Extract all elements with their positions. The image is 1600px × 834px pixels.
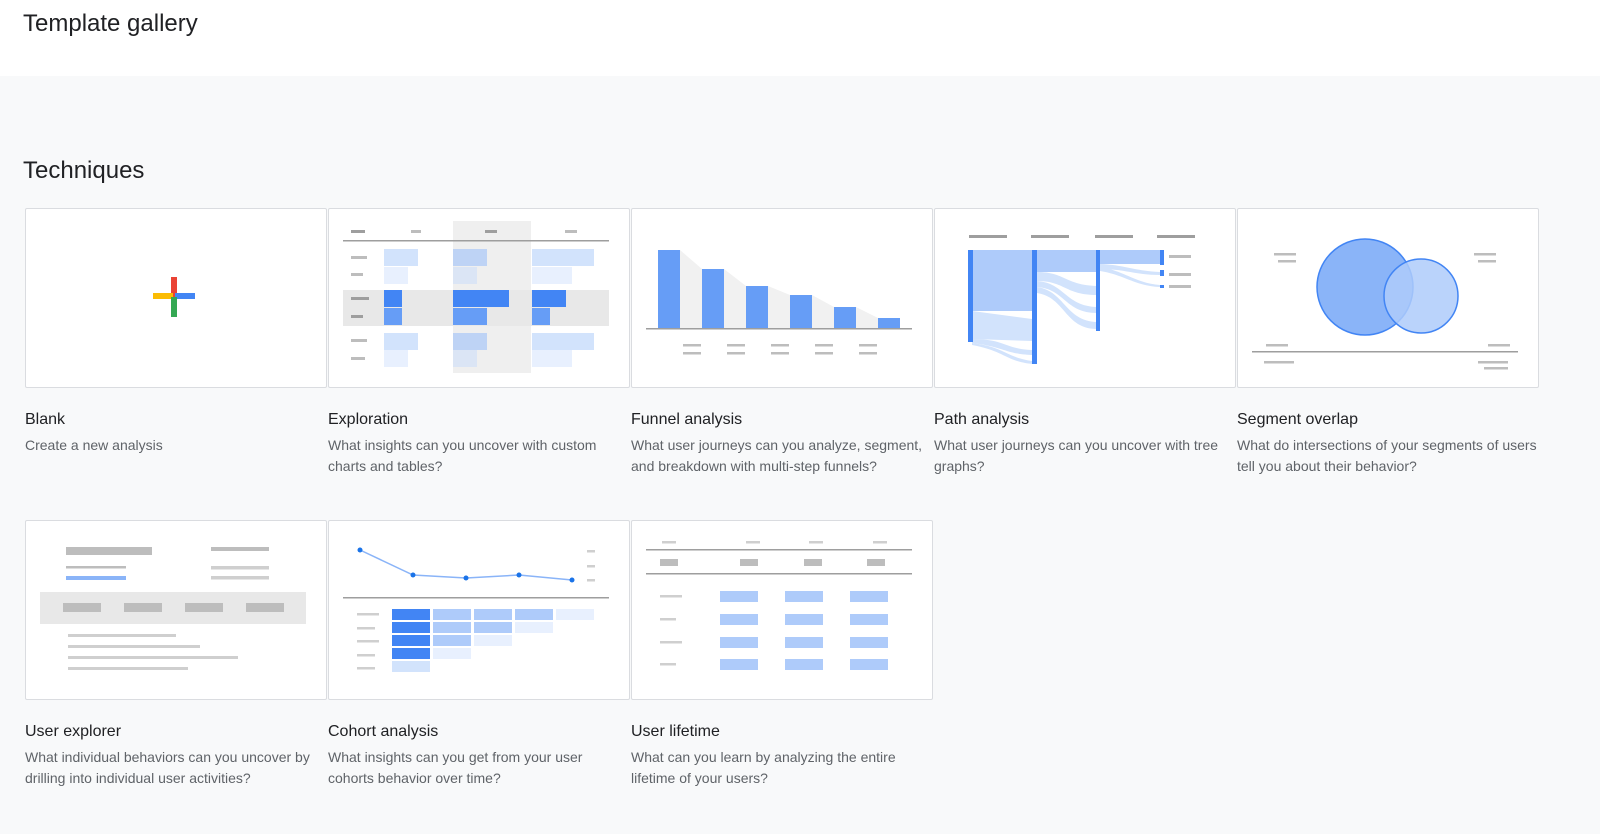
thumbnail-cohort-analysis[interactable]	[328, 520, 630, 700]
template-card-exploration[interactable]: Exploration What insights can you uncove…	[328, 208, 630, 477]
card-description: What insights can you get from your user…	[328, 749, 583, 786]
venn-diagram-icon	[1252, 238, 1518, 370]
page-header: Template gallery	[0, 0, 1600, 76]
path-tree-icon	[968, 235, 1195, 364]
template-card-segment-overlap[interactable]: Segment overlap What do intersections of…	[1237, 208, 1539, 477]
card-description: What can you learn by analyzing the enti…	[631, 749, 896, 786]
card-title: User lifetime	[631, 723, 720, 740]
thumbnail-funnel-analysis[interactable]	[631, 208, 933, 388]
card-description: What do intersections of your segments o…	[1237, 437, 1537, 474]
section-title-techniques: Techniques	[23, 157, 145, 184]
template-card-cohort-analysis[interactable]: Cohort analysis What insights can you ge…	[328, 520, 630, 789]
card-description: What insights can you uncover with custo…	[328, 437, 597, 474]
card-title: Funnel analysis	[631, 411, 743, 428]
template-card-user-explorer[interactable]: User explorer What individual behaviors …	[25, 520, 327, 789]
plus-icon	[153, 277, 195, 317]
template-card-blank[interactable]: Blank Create a new analysis	[25, 208, 327, 456]
card-title: Path analysis	[934, 411, 1030, 428]
thumbnail-blank[interactable]	[25, 208, 327, 388]
card-description: What user journeys can you uncover with …	[934, 437, 1219, 474]
template-card-path-analysis[interactable]: Path analysis What user journeys can you…	[934, 208, 1236, 477]
card-title: Segment overlap	[1237, 411, 1358, 428]
thumbnail-user-explorer[interactable]	[25, 520, 327, 700]
template-card-funnel-analysis[interactable]: Funnel analysis What user journeys can y…	[631, 208, 933, 477]
card-title: Exploration	[328, 411, 409, 428]
thumbnail-user-lifetime[interactable]	[631, 520, 933, 700]
card-title: User explorer	[25, 723, 122, 740]
card-description: What user journeys can you analyze, segm…	[631, 437, 923, 474]
table-thumbnail-icon	[343, 221, 609, 373]
card-description: What individual behaviors can you uncove…	[25, 749, 310, 786]
funnel-chart-icon	[646, 250, 912, 355]
card-title: Cohort analysis	[328, 723, 439, 740]
thumbnail-path-analysis[interactable]	[934, 208, 1236, 388]
page-title: Template gallery	[23, 10, 198, 37]
card-description: Create a new analysis	[25, 437, 163, 453]
thumbnail-exploration[interactable]	[328, 208, 630, 388]
lifetime-table-icon	[646, 541, 912, 670]
user-list-icon	[40, 547, 306, 670]
cohort-chart-icon	[343, 547, 609, 672]
card-title: Blank	[25, 411, 66, 428]
template-card-user-lifetime[interactable]: User lifetime What can you learn by anal…	[631, 520, 933, 789]
thumbnail-segment-overlap[interactable]	[1237, 208, 1539, 388]
